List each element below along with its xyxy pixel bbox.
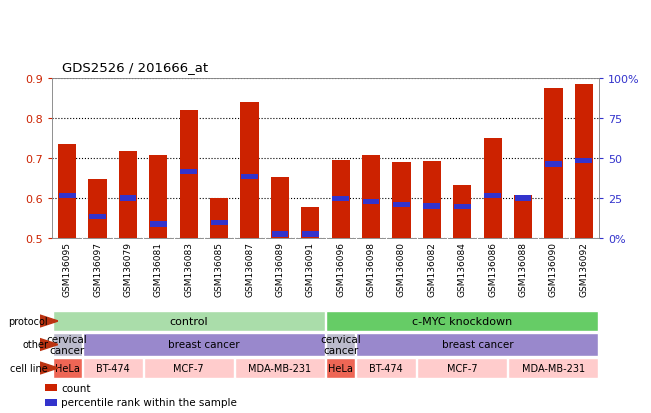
Bar <box>484 193 501 198</box>
Bar <box>150 222 167 227</box>
Text: cervical
cancer: cervical cancer <box>320 334 361 356</box>
Bar <box>58 145 76 238</box>
Bar <box>180 169 197 174</box>
Text: c-MYC knockdown: c-MYC knockdown <box>412 316 512 326</box>
Text: breast cancer: breast cancer <box>168 339 240 350</box>
Text: GSM136091: GSM136091 <box>306 241 315 296</box>
Bar <box>514 195 532 238</box>
Bar <box>357 358 416 378</box>
Bar <box>271 177 289 238</box>
Bar <box>83 333 325 356</box>
Bar <box>144 358 234 378</box>
Bar <box>83 358 143 378</box>
Text: HeLa: HeLa <box>55 363 79 373</box>
Text: GSM136080: GSM136080 <box>397 241 406 296</box>
Bar <box>53 358 82 378</box>
Bar <box>89 179 107 238</box>
Bar <box>575 159 592 164</box>
Bar <box>45 399 57 406</box>
Bar <box>508 358 598 378</box>
Text: GSM136092: GSM136092 <box>579 241 589 296</box>
Text: GSM136095: GSM136095 <box>62 241 72 296</box>
Bar <box>89 215 106 220</box>
Text: GSM136079: GSM136079 <box>124 241 132 296</box>
Bar <box>362 156 380 238</box>
Text: control: control <box>169 316 208 326</box>
Bar <box>453 186 471 238</box>
Bar <box>59 194 76 199</box>
Bar <box>120 196 136 201</box>
Bar <box>515 196 531 201</box>
Bar <box>357 333 598 356</box>
Polygon shape <box>40 362 58 374</box>
Text: GSM136098: GSM136098 <box>367 241 376 296</box>
Text: MCF-7: MCF-7 <box>173 363 204 373</box>
Text: GSM136085: GSM136085 <box>215 241 224 296</box>
Text: breast cancer: breast cancer <box>441 339 513 350</box>
Bar <box>423 204 440 209</box>
Text: GSM136087: GSM136087 <box>245 241 254 296</box>
Text: GSM136096: GSM136096 <box>336 241 345 296</box>
Bar <box>417 358 507 378</box>
Text: other: other <box>22 339 48 350</box>
Bar <box>271 232 288 237</box>
Text: GSM136097: GSM136097 <box>93 241 102 296</box>
Text: GSM136082: GSM136082 <box>427 241 436 296</box>
Bar <box>545 162 562 167</box>
Text: GSM136084: GSM136084 <box>458 241 467 296</box>
Bar <box>393 163 411 238</box>
Text: GSM136089: GSM136089 <box>275 241 284 296</box>
Text: GSM136081: GSM136081 <box>154 241 163 296</box>
Text: GSM136086: GSM136086 <box>488 241 497 296</box>
Text: BT-474: BT-474 <box>96 363 130 373</box>
Bar <box>544 89 562 238</box>
Text: GSM136088: GSM136088 <box>519 241 527 296</box>
Bar <box>240 103 258 238</box>
Text: cervical
cancer: cervical cancer <box>47 334 88 356</box>
Text: GSM136083: GSM136083 <box>184 241 193 296</box>
Text: percentile rank within the sample: percentile rank within the sample <box>61 397 238 407</box>
Bar <box>454 205 471 210</box>
Bar <box>331 161 350 238</box>
Bar <box>393 203 410 208</box>
Bar <box>575 85 593 238</box>
Bar <box>302 232 319 237</box>
Bar <box>326 311 598 332</box>
Text: BT-474: BT-474 <box>369 363 403 373</box>
Bar <box>235 358 325 378</box>
Bar <box>363 199 380 205</box>
Bar <box>241 175 258 180</box>
Bar <box>210 199 229 238</box>
Text: GSM136090: GSM136090 <box>549 241 558 296</box>
Text: GDS2526 / 201666_at: GDS2526 / 201666_at <box>62 61 208 74</box>
Text: protocol: protocol <box>8 316 48 326</box>
Text: MCF-7: MCF-7 <box>447 363 478 373</box>
Bar <box>326 333 355 356</box>
Bar <box>211 220 228 225</box>
Bar <box>53 333 82 356</box>
Bar <box>301 207 320 238</box>
Polygon shape <box>40 339 58 351</box>
Bar <box>119 152 137 238</box>
Bar <box>149 155 167 238</box>
Bar <box>484 139 502 238</box>
Text: count: count <box>61 383 91 393</box>
Text: MDA-MB-231: MDA-MB-231 <box>248 363 311 373</box>
Bar <box>422 162 441 238</box>
Bar <box>326 358 355 378</box>
Bar <box>45 384 57 391</box>
Text: HeLa: HeLa <box>328 363 353 373</box>
Bar <box>332 197 349 202</box>
Text: cell line: cell line <box>10 363 48 373</box>
Bar <box>53 311 325 332</box>
Bar <box>180 111 198 238</box>
Polygon shape <box>40 315 58 327</box>
Text: MDA-MB-231: MDA-MB-231 <box>522 363 585 373</box>
